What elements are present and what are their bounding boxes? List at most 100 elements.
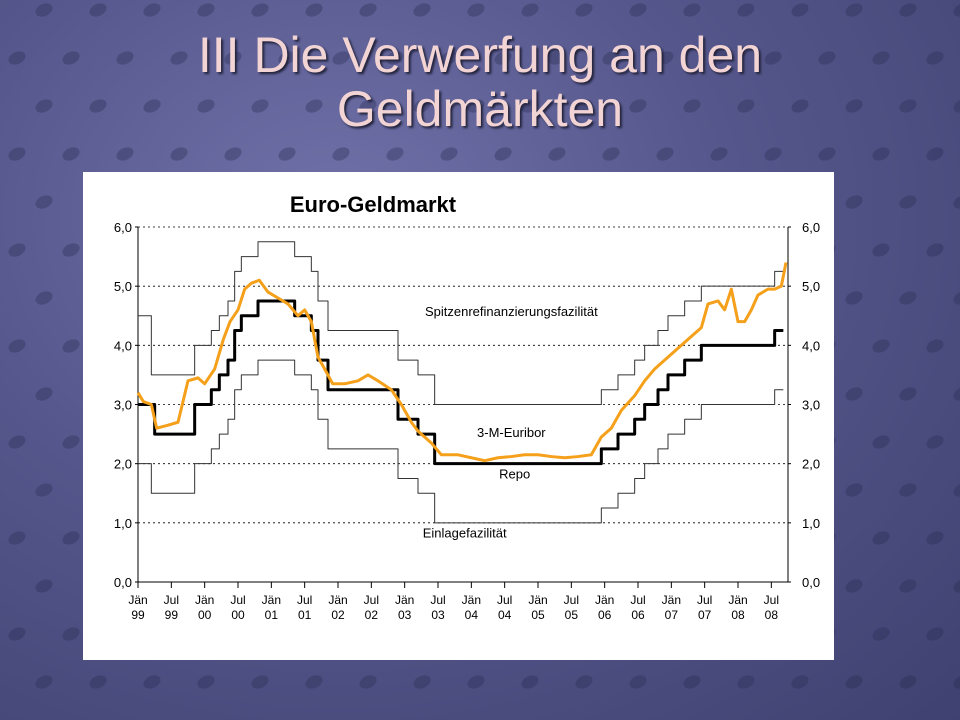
y-tick-label-left: 6,0 — [114, 220, 132, 235]
x-tick-label-year: 03 — [398, 608, 412, 622]
background-dot — [35, 579, 53, 593]
background-dot — [683, 3, 701, 17]
background-dot — [332, 147, 350, 161]
background-dot — [413, 3, 431, 17]
background-dot — [548, 147, 566, 161]
background-dot — [764, 51, 782, 65]
background-dot — [953, 579, 960, 593]
background-dot — [872, 147, 890, 161]
background-dot — [224, 51, 242, 65]
y-tick-label-left: 2,0 — [114, 457, 132, 472]
background-dot — [656, 51, 674, 65]
background-dot — [440, 51, 458, 65]
background-dot — [899, 483, 917, 497]
background-dot — [494, 147, 512, 161]
background-dot — [872, 435, 890, 449]
y-tick-label-right: 1,0 — [802, 516, 820, 531]
background-dot — [0, 1, 1, 19]
background-dot — [170, 147, 188, 161]
x-tick-label-month: Jän — [662, 593, 681, 607]
background-dot — [62, 435, 80, 449]
series-lines — [136, 241, 788, 524]
background-dot — [926, 435, 944, 449]
background-dot — [926, 243, 944, 257]
x-tick-label-month: Jän — [128, 593, 147, 607]
background-dot — [872, 339, 890, 353]
background-dot — [305, 3, 323, 17]
background-dot — [818, 147, 836, 161]
background-dot — [143, 3, 161, 17]
background-dot — [0, 673, 1, 691]
background-dot — [872, 243, 890, 257]
background-dot — [305, 99, 323, 113]
background-dot — [62, 339, 80, 353]
background-dot — [791, 675, 809, 689]
background-dot — [359, 675, 377, 689]
background-dot — [116, 51, 134, 65]
series-spitzenrefinanzierungsfazilit-t — [138, 241, 784, 405]
background-dot — [62, 243, 80, 257]
background-dot — [899, 99, 917, 113]
background-dot — [845, 387, 863, 401]
background-dot — [899, 3, 917, 17]
background-dot — [683, 99, 701, 113]
background-dot — [602, 51, 620, 65]
background-dot — [845, 483, 863, 497]
x-tick-label-month: Jän — [262, 593, 281, 607]
background-dot — [359, 3, 377, 17]
background-dot — [467, 3, 485, 17]
x-tick-label-month: Jul — [230, 593, 245, 607]
background-dot — [926, 51, 944, 65]
y-tick-label-left: 3,0 — [114, 398, 132, 413]
x-tick-label-month: Jul — [497, 593, 512, 607]
background-dot — [494, 51, 512, 65]
x-tick-label-month: Jän — [395, 593, 414, 607]
x-tick-label-month: Jul — [297, 593, 312, 607]
y-tick-label-right: 5,0 — [802, 279, 820, 294]
background-dot — [872, 51, 890, 65]
background-dot — [0, 289, 1, 307]
x-tick-label-month: Jän — [462, 593, 481, 607]
annotation-spitzenrefinanzierungsfazilit-t: Spitzenrefinanzierungsfazilität — [425, 304, 598, 319]
background-dot — [467, 675, 485, 689]
background-dot — [737, 99, 755, 113]
background-dot — [0, 577, 1, 595]
y-tick-label-right: 3,0 — [802, 398, 820, 413]
x-tick-label-year: 08 — [731, 608, 745, 622]
background-dot — [143, 675, 161, 689]
background-dot — [953, 195, 960, 209]
annotation-3-m-euribor: 3-M-Euribor — [477, 425, 546, 440]
background-dot — [845, 579, 863, 593]
background-dot — [89, 675, 107, 689]
euro-geldmarkt-chart: Euro-Geldmarkt 0,0 0,0 1,0 1,0 2,0 2,0 3,0 3,0 4… — [114, 192, 820, 622]
background-dot — [926, 531, 944, 545]
x-tick-label-year: 00 — [198, 608, 212, 622]
background-dot — [845, 291, 863, 305]
background-dot — [791, 99, 809, 113]
x-tick-label-year: 03 — [431, 608, 445, 622]
background-dot — [764, 147, 782, 161]
background-dot — [872, 531, 890, 545]
background-dot — [872, 627, 890, 641]
background-dot — [62, 51, 80, 65]
annotation-einlagefazilit-t: Einlagefazilität — [423, 526, 507, 541]
slide-title: III Die Verwerfung an den Geldmärkten — [60, 28, 900, 136]
background-dot — [170, 51, 188, 65]
background-dot — [521, 99, 539, 113]
x-tick-label-year: 99 — [131, 608, 145, 622]
x-tick-label-year: 04 — [498, 608, 512, 622]
x-tick-label-month: Jul — [430, 593, 445, 607]
background-dot — [35, 195, 53, 209]
x-tick-label-month: Jän — [328, 593, 347, 607]
background-dot — [575, 3, 593, 17]
x-tick-label-year: 05 — [565, 608, 579, 622]
background-dot — [899, 579, 917, 593]
background-dot — [8, 147, 26, 161]
x-tick-label-year: 06 — [598, 608, 612, 622]
background-dot — [548, 51, 566, 65]
background-dot — [575, 675, 593, 689]
chart-panel: Euro-Geldmarkt 0,0 0,0 1,0 1,0 2,0 2,0 3,0 3,0 4… — [83, 172, 834, 660]
x-tick-label-month: Jul — [364, 593, 379, 607]
background-dot — [35, 3, 53, 17]
x-tick-label-year: 00 — [231, 608, 245, 622]
